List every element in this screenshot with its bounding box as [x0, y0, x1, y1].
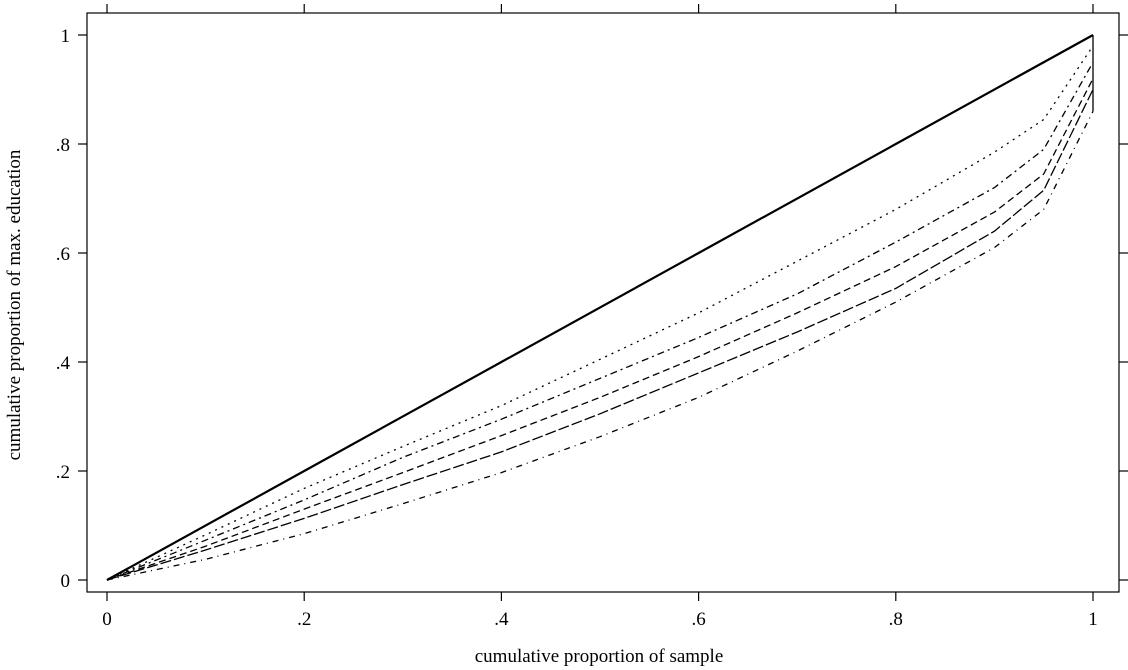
x-tick-label-1: .2 [297, 609, 311, 630]
y-tick-label-3: .6 [56, 244, 70, 265]
x-tick-label-3: .6 [691, 609, 705, 630]
y-tick-label-0: 0 [61, 571, 71, 592]
series-line-1 [106, 34, 1094, 581]
series-line-3 [106, 61, 1094, 581]
series-line-4 [106, 78, 1094, 581]
y-tick-label-2: .4 [56, 353, 71, 374]
series-line-5 [106, 89, 1094, 581]
y-tick-label-5: 1 [61, 26, 71, 47]
y-axis-title: cumulative proportion of max. education [4, 149, 25, 460]
x-axis-title: cumulative proportion of sample [475, 646, 724, 667]
x-tick-label-2: .4 [494, 609, 509, 630]
axis-ticks [78, 4, 1128, 601]
y-tick-label-4: .8 [56, 135, 70, 156]
x-tick-labels: 0 .2 .4 .6 .8 1 [102, 609, 1098, 630]
series-lines [106, 34, 1094, 581]
x-tick-label-4: .8 [889, 609, 903, 630]
x-tick-label-0: 0 [102, 609, 112, 630]
y-tick-labels: 0 .2 .4 .6 .8 1 [56, 26, 71, 592]
y-tick-label-1: .2 [56, 462, 70, 483]
series-line-2 [106, 45, 1094, 581]
x-tick-label-5: 1 [1088, 609, 1098, 630]
